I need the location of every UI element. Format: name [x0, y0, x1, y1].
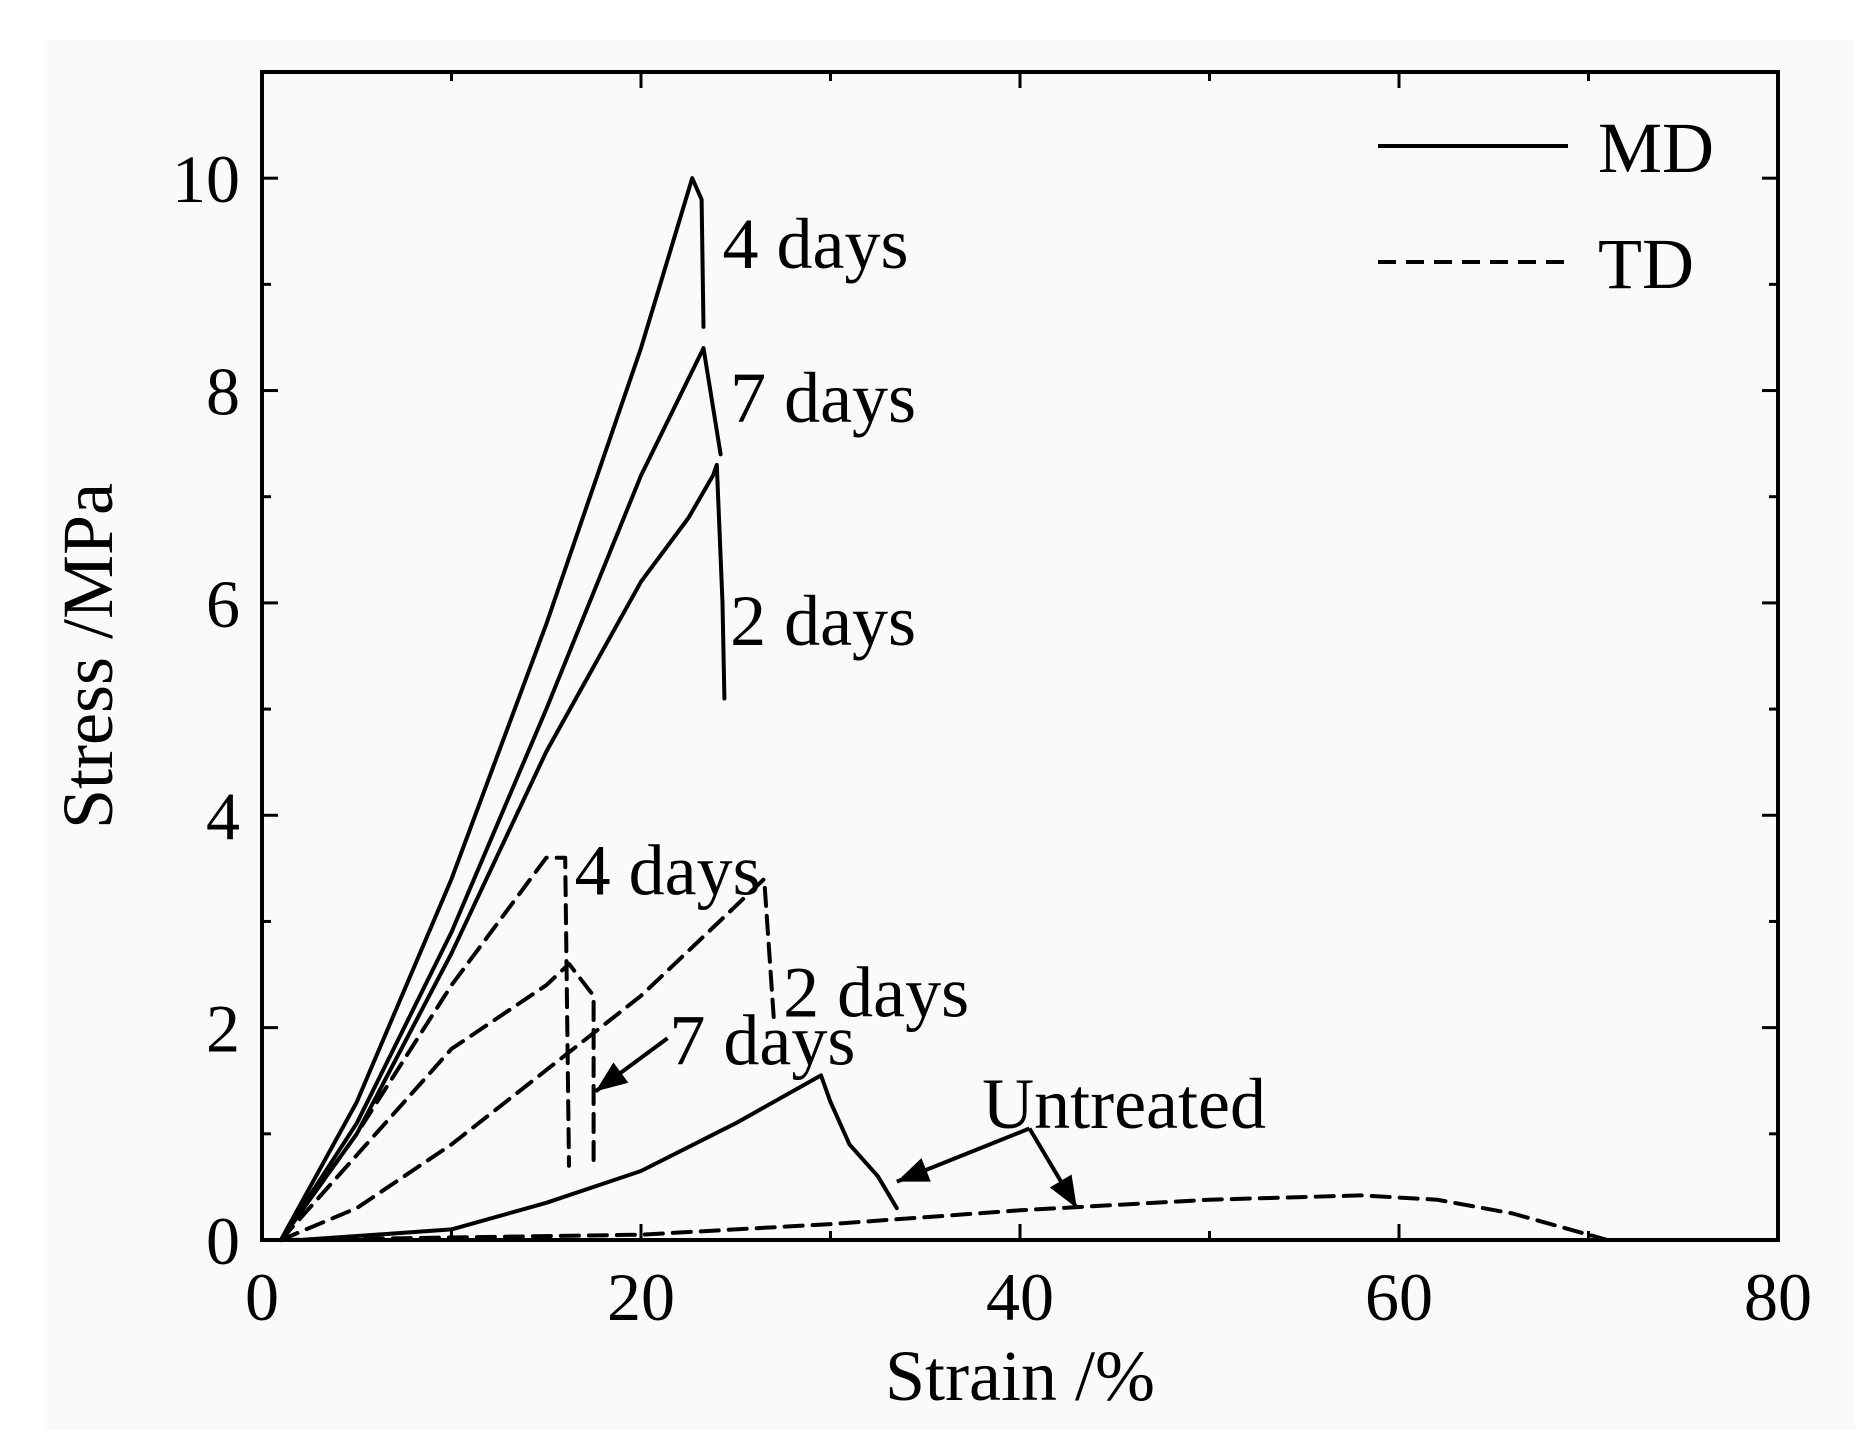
series-md-untreated — [297, 1073, 899, 1242]
series-layer — [278, 176, 1610, 1242]
arrow-untreated-md-head — [896, 1158, 931, 1182]
annotation-td-2-days: 2 days — [783, 952, 969, 1032]
y-axis-title: Stress /MPa — [48, 483, 128, 829]
annotation-md-4-days: 4 days — [722, 204, 908, 284]
arrows-layer — [594, 1036, 1079, 1210]
y-tick-label: 2 — [206, 991, 240, 1067]
series-md-4-days — [278, 176, 706, 1242]
chart-background — [45, 40, 1855, 1430]
annotation-md-2-days: 2 days — [730, 581, 916, 661]
annotation-md-7-days: 7 days — [730, 358, 916, 438]
annotation-td-7-days: 7 days — [669, 1000, 855, 1080]
y-tick-label: 10 — [172, 141, 240, 217]
series-md-2-days — [278, 462, 727, 1242]
ticks-layer: 0 20 40 60 80 0 2 4 6 8 10 — [172, 72, 1812, 1335]
y-tick-label: 0 — [206, 1203, 240, 1279]
legend: MD TD — [1378, 108, 1714, 304]
x-tick-label: 20 — [607, 1259, 675, 1335]
series-td-7-days — [278, 961, 596, 1242]
x-tick-label: 0 — [245, 1259, 279, 1335]
series-td-untreated — [278, 1193, 1610, 1242]
arrow-td-7days-head — [595, 1062, 629, 1092]
series-td-4-days — [278, 855, 571, 1242]
annotation-md-td-untreated: Untreated — [982, 1064, 1266, 1144]
x-tick-label: 80 — [1744, 1259, 1812, 1335]
legend-label-td: TD — [1598, 224, 1694, 304]
y-tick-label: 4 — [206, 778, 240, 854]
y-tick-label: 6 — [206, 566, 240, 642]
series-td-2-days — [278, 877, 776, 1242]
annotation-td-4-days: 4 days — [575, 830, 761, 910]
x-tick-label: 40 — [986, 1259, 1054, 1335]
arrow-untreated-td-head — [1049, 1174, 1077, 1209]
series-md-7-days — [278, 346, 723, 1242]
x-tick-label: 60 — [1365, 1259, 1433, 1335]
y-tick-label: 8 — [206, 354, 240, 430]
legend-label-md: MD — [1598, 108, 1714, 188]
x-axis-title: Strain /% — [885, 1336, 1155, 1416]
